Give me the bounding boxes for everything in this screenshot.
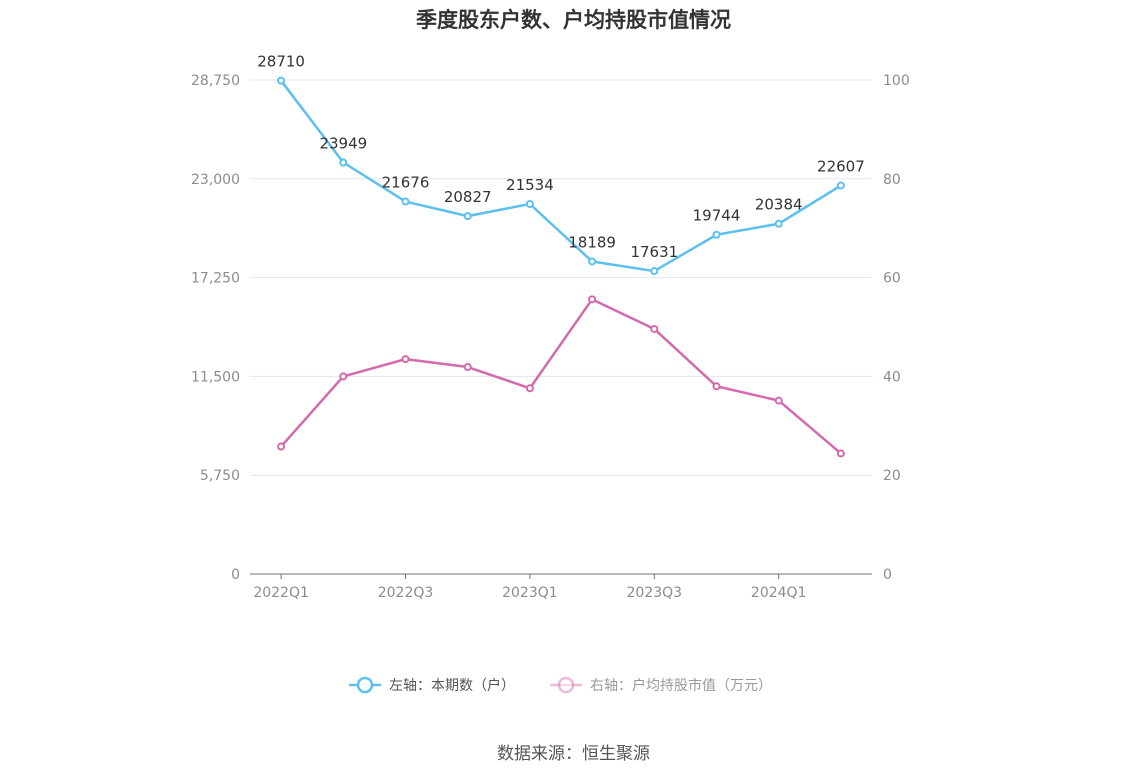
data-label: 21676 — [382, 174, 430, 192]
series-1-point — [774, 219, 783, 228]
data-label: 23949 — [319, 134, 367, 152]
series-1-point — [463, 212, 472, 221]
right-axis-tick-label: 40 — [883, 369, 901, 385]
data-label: 20827 — [444, 188, 492, 206]
data-label-layer: 28710 23949 21676 20827 21534 18189 17631 19744… — [257, 53, 865, 261]
legend-label-1: 左轴：本期数（户） — [389, 677, 515, 694]
data-label: 22607 — [817, 158, 865, 176]
x-axis-tick-label: 2022Q3 — [378, 585, 434, 601]
series-2-point — [650, 324, 659, 333]
left-axis-tick-label: 23,000 — [191, 172, 240, 188]
series-2-point — [774, 396, 783, 405]
series-1-point — [277, 76, 286, 85]
series-1-point — [525, 199, 534, 208]
axis-layer: 0 5,750 11,500 17,250 23,000 28,750 0 20 40 60 80 1… — [191, 73, 910, 601]
series-1-point — [401, 197, 410, 206]
x-axis-tick-label: 2023Q1 — [502, 585, 558, 601]
legend-marker-2 — [557, 676, 575, 694]
series-layer — [277, 76, 845, 458]
left-axis-tick-label: 17,250 — [191, 271, 240, 287]
left-axis-tick-label: 5,750 — [200, 468, 240, 484]
right-axis-tick-label: 20 — [883, 468, 901, 484]
right-axis-tick-label: 60 — [883, 271, 901, 287]
legend: 左轴：本期数（户） 右轴：户均持股市值（万元） — [349, 676, 772, 694]
x-axis-tick-label: 2023Q3 — [627, 585, 683, 601]
data-label: 28710 — [257, 53, 305, 71]
data-label: 18189 — [568, 233, 616, 251]
data-label: 20384 — [755, 196, 803, 214]
series-line-2 — [280, 298, 842, 455]
right-axis-tick-label: 0 — [883, 567, 892, 583]
series-2-point — [712, 382, 721, 391]
x-axis-tick-label: 2022Q1 — [253, 585, 309, 601]
series-1-point — [339, 158, 348, 167]
series-2-point — [836, 449, 845, 458]
x-axis-tick-label: 2024Q1 — [751, 585, 807, 601]
series-1-point — [712, 230, 721, 239]
right-axis-tick-label: 80 — [883, 172, 901, 188]
series-1-point — [588, 257, 597, 266]
grid-layer — [250, 79, 872, 476]
series-2-point — [525, 384, 534, 393]
left-axis-tick-label: 28,750 — [191, 73, 240, 89]
data-label: 19744 — [693, 207, 741, 225]
data-label: 21534 — [506, 176, 554, 194]
source-note: 数据来源：恒生聚源 — [497, 744, 650, 764]
series-2-point — [339, 372, 348, 381]
right-axis-tick-label: 100 — [883, 73, 910, 89]
data-label: 17631 — [630, 243, 678, 261]
series-2-point — [401, 355, 410, 364]
legend-marker-1 — [356, 676, 374, 694]
left-axis-tick-label: 11,500 — [191, 369, 240, 385]
series-2-point — [588, 295, 597, 304]
series-1-point — [836, 181, 845, 190]
legend-label-2: 右轴：户均持股市值（万元） — [590, 677, 772, 694]
series-line-1 — [280, 79, 842, 273]
series-2-point — [463, 363, 472, 372]
series-2-point — [277, 442, 286, 451]
chart-title: 季度股东户数、户均持股市值情况 — [416, 8, 731, 32]
series-1-point — [650, 267, 659, 276]
left-axis-tick-label: 0 — [231, 567, 240, 583]
